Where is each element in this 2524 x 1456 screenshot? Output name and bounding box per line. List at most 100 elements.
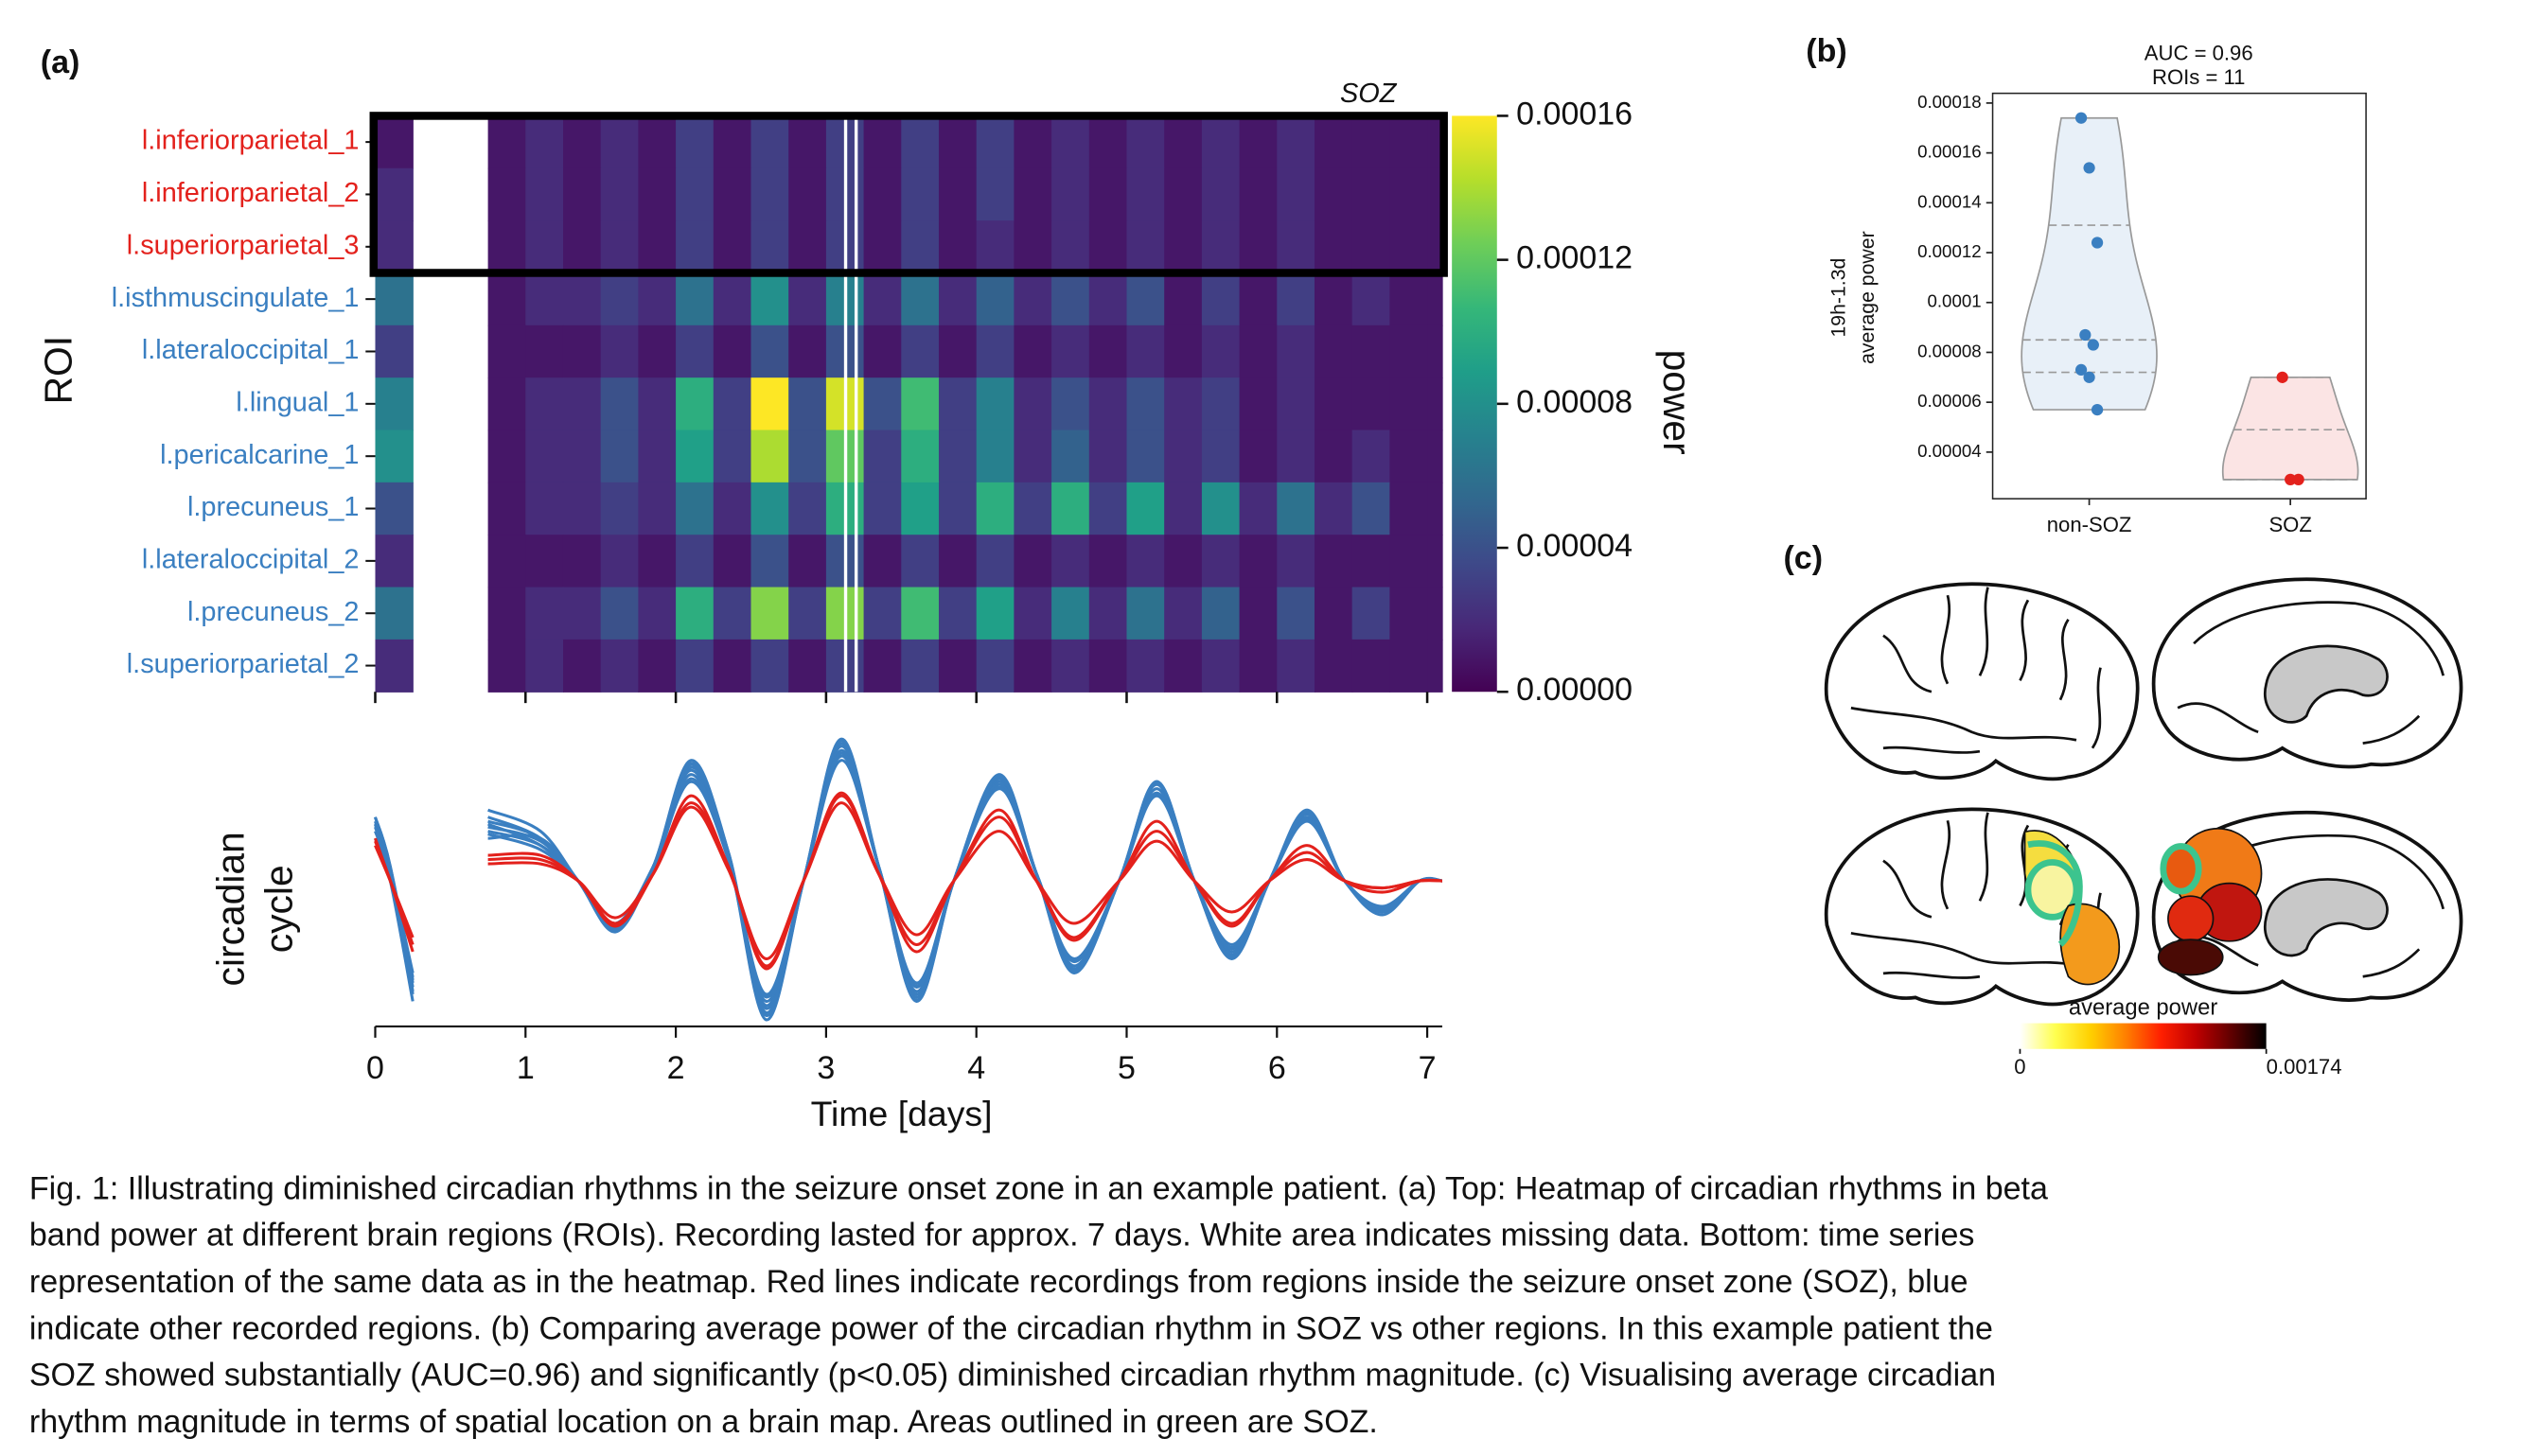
heatmap-cell	[487, 272, 526, 326]
data-point	[2074, 112, 2088, 124]
heatmap-cell	[976, 639, 1015, 693]
heatmap-cell	[375, 535, 414, 588]
heatmap-cell	[487, 587, 526, 640]
heatmap-cell	[938, 535, 978, 588]
soz-outline	[2027, 840, 2083, 947]
heatmap-cell	[750, 325, 789, 378]
heatmap-cell	[750, 430, 789, 483]
x-axis-label: Time [days]	[811, 1094, 993, 1133]
heatmap-cell	[750, 167, 789, 221]
heatmap-cell	[638, 377, 677, 431]
heatmap-cell	[976, 115, 1015, 169]
heatmap-cell	[750, 587, 789, 640]
heatmap-cell	[788, 377, 827, 431]
heatmap-cell	[863, 535, 902, 588]
heatmap-cell	[863, 115, 902, 169]
heatmap-cell	[788, 639, 827, 693]
heatmap-cell	[1014, 430, 1052, 483]
heatmap-cell	[1239, 430, 1278, 483]
colorbar-tick-label: 0.00012	[1516, 240, 1633, 276]
heatmap-cell	[525, 167, 564, 221]
heatmap-cell	[1277, 167, 1315, 221]
data-point	[2083, 162, 2095, 174]
heatmap-cell	[1389, 535, 1428, 588]
heatmap-cell	[1201, 167, 1241, 221]
brain-region	[2157, 939, 2224, 976]
y-tick-label: 0.00006	[1917, 391, 1982, 411]
heatmap-cell	[1126, 272, 1165, 326]
colorbar-tick-label: 0.00000	[1516, 672, 1633, 708]
y-tick-label: 0.00008	[1917, 341, 1982, 360]
heatmap-cell	[713, 272, 752, 326]
heatmap-cell	[525, 639, 564, 693]
heatmap-cell	[676, 430, 715, 483]
heatmap-cell	[1314, 639, 1353, 693]
heatmap-cell	[1014, 587, 1052, 640]
colorbar	[2020, 1023, 2267, 1049]
heatmap-cell	[1239, 167, 1278, 221]
heatmap-cell	[1427, 115, 1443, 169]
soz-label: SOZ	[1340, 79, 1398, 109]
heatmap-cell	[863, 272, 902, 326]
x-tick-label: 6	[1268, 1050, 1286, 1086]
heatmap-cell	[638, 482, 677, 535]
heatmap-cell	[1351, 325, 1391, 378]
heatmap-cell	[1164, 325, 1203, 378]
heatmap-cell	[1051, 377, 1090, 431]
heatmap-cell	[562, 535, 602, 588]
caption-line: Fig. 1: Illustrating diminished circadia…	[29, 1170, 2048, 1206]
heatmap-cell	[1088, 325, 1128, 378]
heatmap-cell	[863, 167, 902, 221]
heatmap-cell	[1014, 167, 1052, 221]
heatmap-cell	[1389, 220, 1428, 274]
y-axis-label: circadian	[209, 832, 253, 986]
heatmap-cell	[1201, 535, 1241, 588]
brain-medial-colored	[2151, 810, 2463, 1002]
heatmap-cell	[1164, 430, 1203, 483]
heatmap-cell	[1201, 377, 1241, 431]
heatmap-cell	[1201, 220, 1241, 274]
heatmap-cell	[1351, 430, 1391, 483]
heatmap-cell	[375, 587, 414, 640]
x-tick-label: non-SOZ	[2047, 513, 2132, 536]
heatmap-cell	[1164, 220, 1203, 274]
heatmap-cell	[1389, 639, 1428, 693]
heatmap-cell	[562, 272, 602, 326]
heatmap-cell	[562, 115, 602, 169]
heatmap-cell	[487, 377, 526, 431]
data-point	[2276, 371, 2288, 383]
heatmap-cell	[1277, 482, 1315, 535]
x-tick-label: 1	[517, 1050, 535, 1086]
y-tick-label: 0.00018	[1917, 92, 1982, 112]
heatmap-cell	[1051, 482, 1090, 535]
row-label: l.superiorparietal_3	[127, 230, 360, 260]
heatmap-cell	[713, 482, 752, 535]
heatmap-cell	[976, 482, 1015, 535]
heatmap-cell	[901, 535, 940, 588]
heatmap-cell	[713, 325, 752, 378]
heatmap-cell	[1126, 325, 1165, 378]
heatmap-cell	[713, 535, 752, 588]
heatmap-cell	[1164, 587, 1203, 640]
heatmap-cell	[525, 220, 564, 274]
heatmap-cell	[788, 167, 827, 221]
colorbar-tick-label: 0.00174	[2267, 1055, 2342, 1079]
heatmap-cell	[901, 167, 940, 221]
heatmap-cell	[676, 587, 715, 640]
heatmap-cell	[938, 272, 978, 326]
heatmap-cell	[600, 220, 640, 274]
heatmap-cell	[713, 587, 752, 640]
y-tick-label: 0.00014	[1917, 191, 1982, 211]
colorbar-title: average power	[2069, 995, 2217, 1021]
heatmap-cell	[750, 272, 789, 326]
heatmap-cell	[1051, 272, 1090, 326]
heatmap-cell	[1427, 482, 1443, 535]
heatmap-cell	[1164, 639, 1203, 693]
heatmap-cell	[1201, 430, 1241, 483]
heatmap-cell	[938, 220, 978, 274]
heatmap-cell	[1164, 535, 1203, 588]
caption-line: band power at different brain regions (R…	[29, 1218, 1974, 1254]
heatmap-cell	[1051, 587, 1090, 640]
heatmap-cell	[1051, 325, 1090, 378]
heatmap-cell	[1389, 430, 1428, 483]
